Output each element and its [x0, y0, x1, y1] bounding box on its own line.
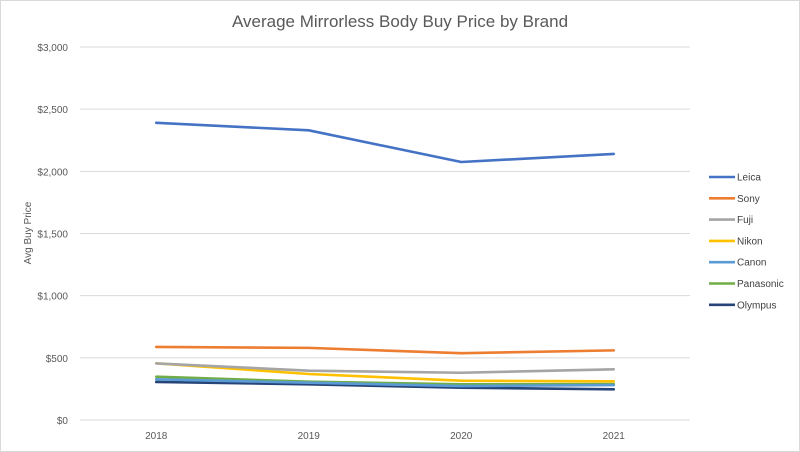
y-tick-label: $0: [57, 416, 69, 427]
legend-label: Panasonic: [737, 279, 784, 290]
x-tick-label: 2020: [450, 431, 473, 442]
legend-label: Olympus: [737, 300, 776, 311]
series-line-canon: [154, 378, 616, 388]
x-tick-label: 2018: [145, 431, 168, 442]
y-axis-label: Avg Buy Price: [23, 201, 34, 264]
legend-label: Nikon: [737, 236, 763, 247]
series-line-leica: [154, 121, 616, 164]
x-tick-label: 2019: [298, 431, 321, 442]
legend-label: Sony: [737, 194, 760, 205]
series-line-olympus: [154, 380, 616, 391]
y-tick-label: $1,000: [37, 292, 68, 303]
x-tick-label: 2021: [603, 431, 626, 442]
series-line-panasonic: [154, 375, 616, 386]
y-tick-label: $3,000: [37, 43, 68, 54]
legend-label: Leica: [737, 173, 761, 184]
series-line-nikon: [154, 362, 616, 383]
chart-title: Average Mirrorless Body Buy Price by Bra…: [232, 12, 568, 31]
y-tick-label: $500: [46, 354, 69, 365]
series-line-fuji: [154, 362, 616, 375]
series-line-sony: [154, 345, 616, 355]
legend-label: Canon: [737, 258, 766, 269]
legend-label: Fuji: [737, 215, 753, 226]
y-tick-label: $2,000: [37, 167, 68, 178]
y-tick-label: $1,500: [37, 230, 68, 241]
y-tick-label: $2,500: [37, 105, 68, 116]
